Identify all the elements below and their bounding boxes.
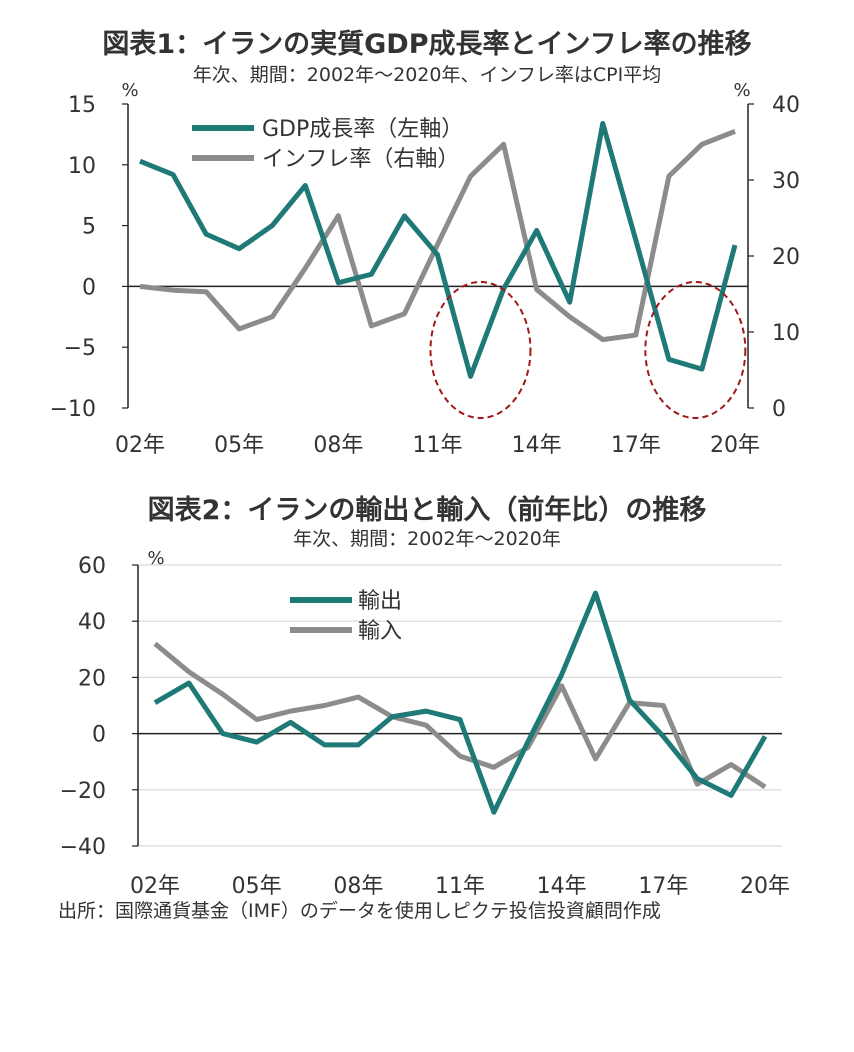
right-tick-label: 10 bbox=[772, 321, 800, 346]
x-tick-label: 14年 bbox=[512, 433, 562, 458]
chart2-subtitle: 年次、期間：2002年～2020年 bbox=[293, 528, 561, 550]
left-tick-label: 5 bbox=[82, 215, 96, 240]
left-tick-label: 15 bbox=[68, 93, 96, 118]
x-tick-label: 17年 bbox=[638, 874, 688, 899]
source-note: 出所：国際通貨基金（IMF）のデータを使用しピクテ投信投資顧問作成 bbox=[58, 900, 661, 922]
chart1-subtitle: 年次、期間：2002年～2020年、インフレ率はCPI平均 bbox=[192, 64, 662, 86]
x-tick-label: 05年 bbox=[232, 874, 282, 899]
x-tick-label: 20年 bbox=[740, 874, 790, 899]
legend-exports-label: 輸出 bbox=[358, 589, 402, 614]
y-tick-label: 20 bbox=[78, 666, 106, 691]
left-tick-label: −5 bbox=[64, 336, 96, 361]
y-tick-label: 0 bbox=[92, 723, 106, 748]
x-tick-label: 11年 bbox=[435, 874, 485, 899]
x-tick-label: 14年 bbox=[537, 874, 587, 899]
x-tick-label: 02年 bbox=[130, 874, 180, 899]
right-axis-unit: % bbox=[733, 80, 750, 101]
chart2-title: 図表2：イランの輸出と輸入（前年比）の推移 bbox=[147, 495, 707, 526]
inflation-series-line bbox=[139, 129, 736, 343]
right-tick-label: 30 bbox=[772, 169, 800, 194]
x-tick-label: 05年 bbox=[214, 433, 264, 458]
x-tick-label: 08年 bbox=[313, 433, 363, 458]
left-tick-label: 10 bbox=[68, 154, 96, 179]
right-tick-label: 0 bbox=[772, 397, 786, 422]
right-tick-label: 20 bbox=[772, 245, 800, 270]
left-tick-label: 0 bbox=[82, 275, 96, 300]
x-tick-label: 17年 bbox=[611, 433, 661, 458]
legend-gdp-label: GDP成長率（左軸） bbox=[262, 117, 463, 142]
y-tick-label: 60 bbox=[78, 554, 106, 579]
chart1-plot: 15 10 5 0 −5 −10% 40 30 20 10 0% 02年 05年 08年 11年 14年 17年… bbox=[50, 80, 800, 458]
y-axis-unit: % bbox=[147, 548, 164, 569]
gdp-series-line bbox=[139, 120, 738, 379]
x-tick-label: 11年 bbox=[413, 433, 463, 458]
left-tick-label: −10 bbox=[50, 397, 96, 422]
exports-series-line bbox=[153, 590, 768, 815]
legend-imports-label: 輸入 bbox=[358, 619, 402, 644]
imports-series-line bbox=[153, 641, 767, 790]
highlight-circle bbox=[429, 281, 532, 419]
y-tick-label: −20 bbox=[60, 779, 106, 804]
right-tick-label: 40 bbox=[772, 93, 800, 118]
x-tick-label: 08年 bbox=[333, 874, 383, 899]
left-axis-unit: % bbox=[121, 80, 138, 101]
legend-inflation-label: インフレ率（右軸） bbox=[262, 147, 459, 172]
y-tick-label: 40 bbox=[78, 610, 106, 635]
x-tick-label: 02年 bbox=[115, 433, 165, 458]
chart1-title: 図表1：イランの実質GDP成長率とインフレ率の推移 bbox=[102, 29, 752, 60]
highlight-circle bbox=[644, 281, 747, 419]
x-tick-label: 20年 bbox=[710, 433, 760, 458]
y-tick-label: −40 bbox=[60, 835, 106, 860]
